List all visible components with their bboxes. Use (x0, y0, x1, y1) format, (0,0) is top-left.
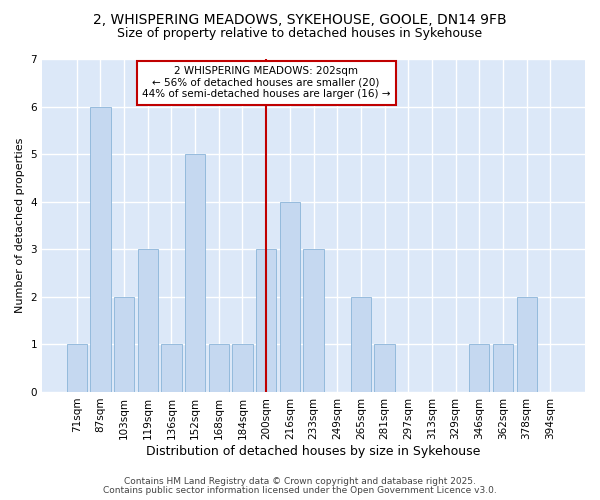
Bar (351, 297, 371, 392)
Bar (232, 344, 253, 392)
Bar (304, 250, 323, 392)
Text: 2, WHISPERING MEADOWS, SYKEHOUSE, GOOLE, DN14 9FB: 2, WHISPERING MEADOWS, SYKEHOUSE, GOOLE,… (93, 12, 507, 26)
Bar (161, 344, 182, 392)
Bar (209, 344, 229, 392)
Bar (374, 344, 395, 392)
Text: Contains HM Land Registry data © Crown copyright and database right 2025.: Contains HM Land Registry data © Crown c… (124, 477, 476, 486)
Bar (469, 344, 489, 392)
Text: 2 WHISPERING MEADOWS: 202sqm
← 56% of detached houses are smaller (20)
44% of se: 2 WHISPERING MEADOWS: 202sqm ← 56% of de… (142, 66, 391, 100)
Bar (114, 297, 134, 392)
Text: Size of property relative to detached houses in Sykehouse: Size of property relative to detached ho… (118, 28, 482, 40)
Text: Contains public sector information licensed under the Open Government Licence v3: Contains public sector information licen… (103, 486, 497, 495)
Bar (67, 344, 87, 392)
Bar (138, 250, 158, 392)
X-axis label: Distribution of detached houses by size in Sykehouse: Distribution of detached houses by size … (146, 444, 481, 458)
Bar (280, 202, 300, 392)
Bar (517, 297, 536, 392)
Bar (256, 250, 276, 392)
Bar (185, 154, 205, 392)
Y-axis label: Number of detached properties: Number of detached properties (15, 138, 25, 313)
Bar (493, 344, 513, 392)
Bar (91, 106, 110, 392)
